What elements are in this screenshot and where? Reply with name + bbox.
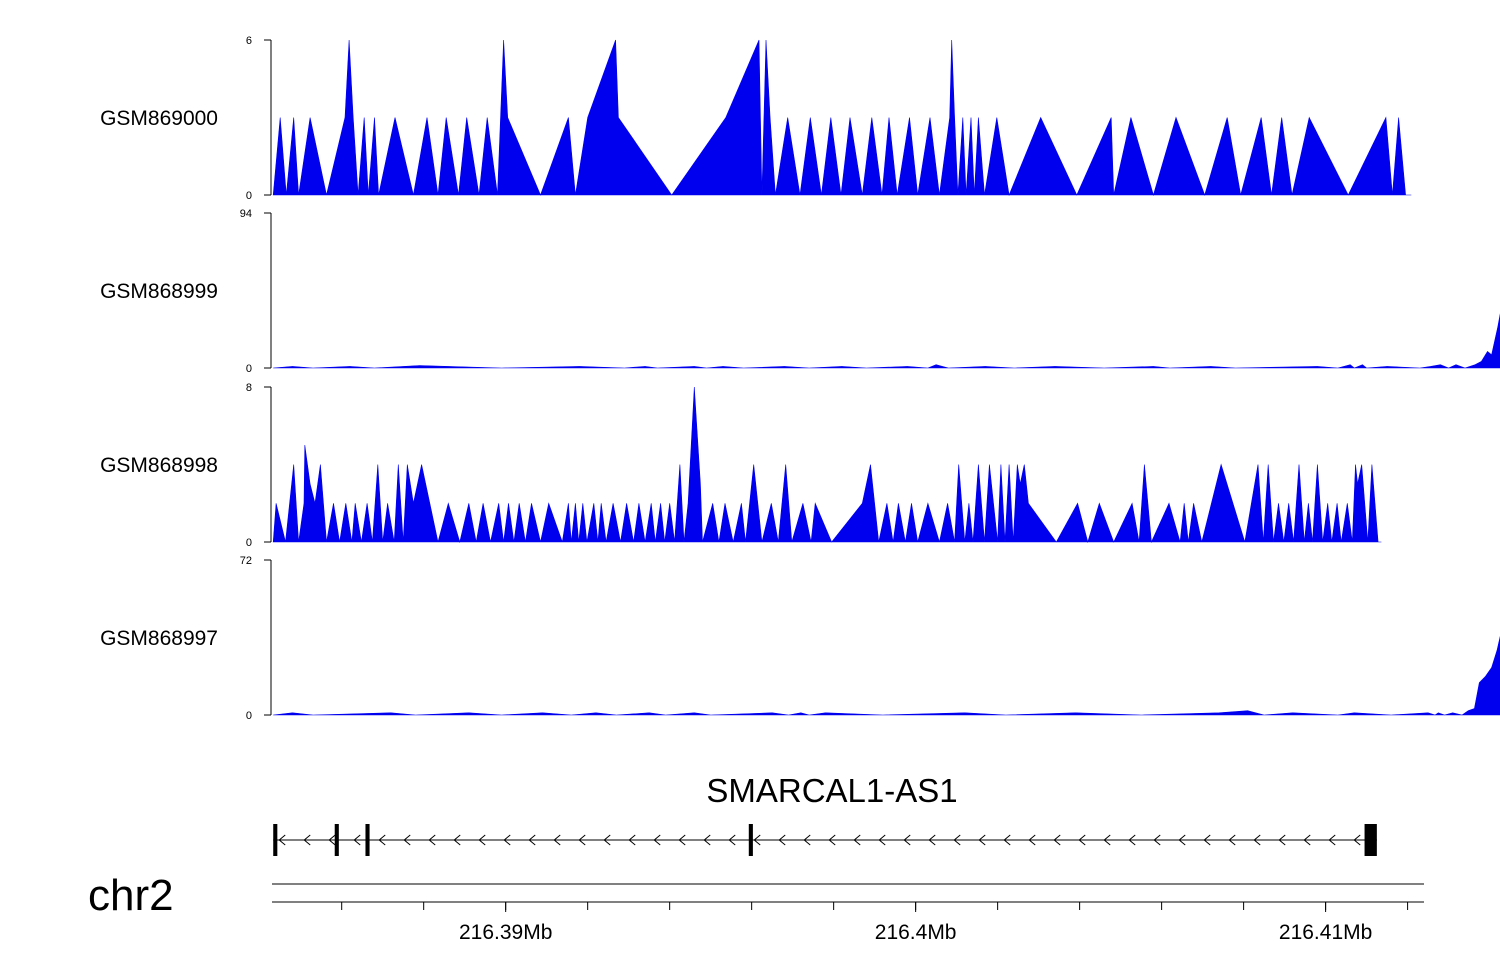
strand-arrow [353, 834, 361, 846]
strand-arrow [628, 834, 636, 846]
genome-axis: chr2 216.39Mb 216.4Mb 216.41Mb [88, 871, 1424, 944]
y-tick-label-max: 6 [246, 35, 252, 47]
track-gsm868997: GSM868997 72 0 [100, 555, 1500, 722]
strand-arrow [1278, 834, 1286, 846]
y-tick-label-min: 0 [246, 710, 252, 722]
strand-arrow [1103, 834, 1111, 846]
track-gsm868999: GSM868999 94 0 [100, 208, 1500, 375]
signal-area [273, 635, 1500, 716]
strand-arrow [978, 834, 986, 846]
y-tick-label-max: 8 [246, 382, 252, 394]
x-tick-label: 216.39Mb [459, 921, 552, 944]
strand-arrow [428, 834, 436, 846]
strand-arrow [1178, 834, 1186, 846]
track-label: GSM868999 [100, 280, 218, 303]
track-gsm868998: GSM868998 8 0 [100, 382, 1382, 549]
track-label: GSM868997 [100, 627, 218, 650]
track-label: GSM868998 [100, 454, 218, 477]
track-label: GSM869000 [100, 107, 218, 130]
strand-arrow [503, 834, 511, 846]
strand-arrow [928, 834, 936, 846]
y-tick-label-max: 94 [240, 208, 252, 220]
strand-arrow [1003, 834, 1011, 846]
signal-area [273, 313, 1500, 369]
strand-arrow [828, 834, 836, 846]
strand-arrow [1028, 834, 1036, 846]
strand-arrow [703, 834, 711, 846]
strand-arrow [303, 834, 311, 846]
strand-arrow [603, 834, 611, 846]
strand-arrow [378, 834, 386, 846]
exon-block [273, 824, 278, 856]
strand-arrow [478, 834, 486, 846]
y-tick-label-min: 0 [246, 363, 252, 375]
exon-block [365, 824, 370, 856]
strand-arrow [853, 834, 861, 846]
strand-arrow [578, 834, 586, 846]
strand-arrow [1328, 834, 1336, 846]
strand-arrow [528, 834, 536, 846]
strand-arrow [1353, 834, 1361, 846]
strand-arrow [1078, 834, 1086, 846]
strand-arrow [953, 834, 961, 846]
strand-arrow [553, 834, 561, 846]
strand-arrow [728, 834, 736, 846]
y-tick-label-min: 0 [246, 190, 252, 202]
strand-arrow [1253, 834, 1261, 846]
strand-arrow [778, 834, 786, 846]
data-tracks: GSM86900060GSM868999940GSM86899880GSM868… [100, 35, 1500, 722]
x-tick-label: 216.4Mb [875, 921, 957, 944]
strand-arrow [653, 834, 661, 846]
y-tick-label-max: 72 [240, 555, 252, 567]
strand-arrow [403, 834, 411, 846]
strand-arrow [903, 834, 911, 846]
exon-block [1364, 824, 1377, 856]
strand-arrow [1153, 834, 1161, 846]
strand-arrow [328, 834, 336, 846]
gene-annotation-track: SMARCAL1-AS1 [273, 772, 1377, 856]
exon-block [748, 824, 753, 856]
strand-arrow [1303, 834, 1311, 846]
strand-arrow [453, 834, 461, 846]
strand-arrow [1228, 834, 1236, 846]
x-tick-label: 216.41Mb [1279, 921, 1372, 944]
strand-arrow [678, 834, 686, 846]
y-tick-label-min: 0 [246, 537, 252, 549]
chromosome-label: chr2 [88, 871, 174, 920]
exon-block [334, 824, 339, 856]
strand-arrow [753, 834, 761, 846]
gene-name: SMARCAL1-AS1 [706, 772, 957, 809]
track-gsm869000: GSM869000 6 0 [100, 35, 1412, 202]
strand-arrow [878, 834, 886, 846]
strand-arrow [803, 834, 811, 846]
strand-arrow [1053, 834, 1061, 846]
strand-arrow [278, 834, 286, 846]
strand-arrow [1203, 834, 1211, 846]
signal-area [272, 39, 1412, 197]
signal-area [272, 386, 1382, 544]
strand-arrow [1128, 834, 1136, 846]
